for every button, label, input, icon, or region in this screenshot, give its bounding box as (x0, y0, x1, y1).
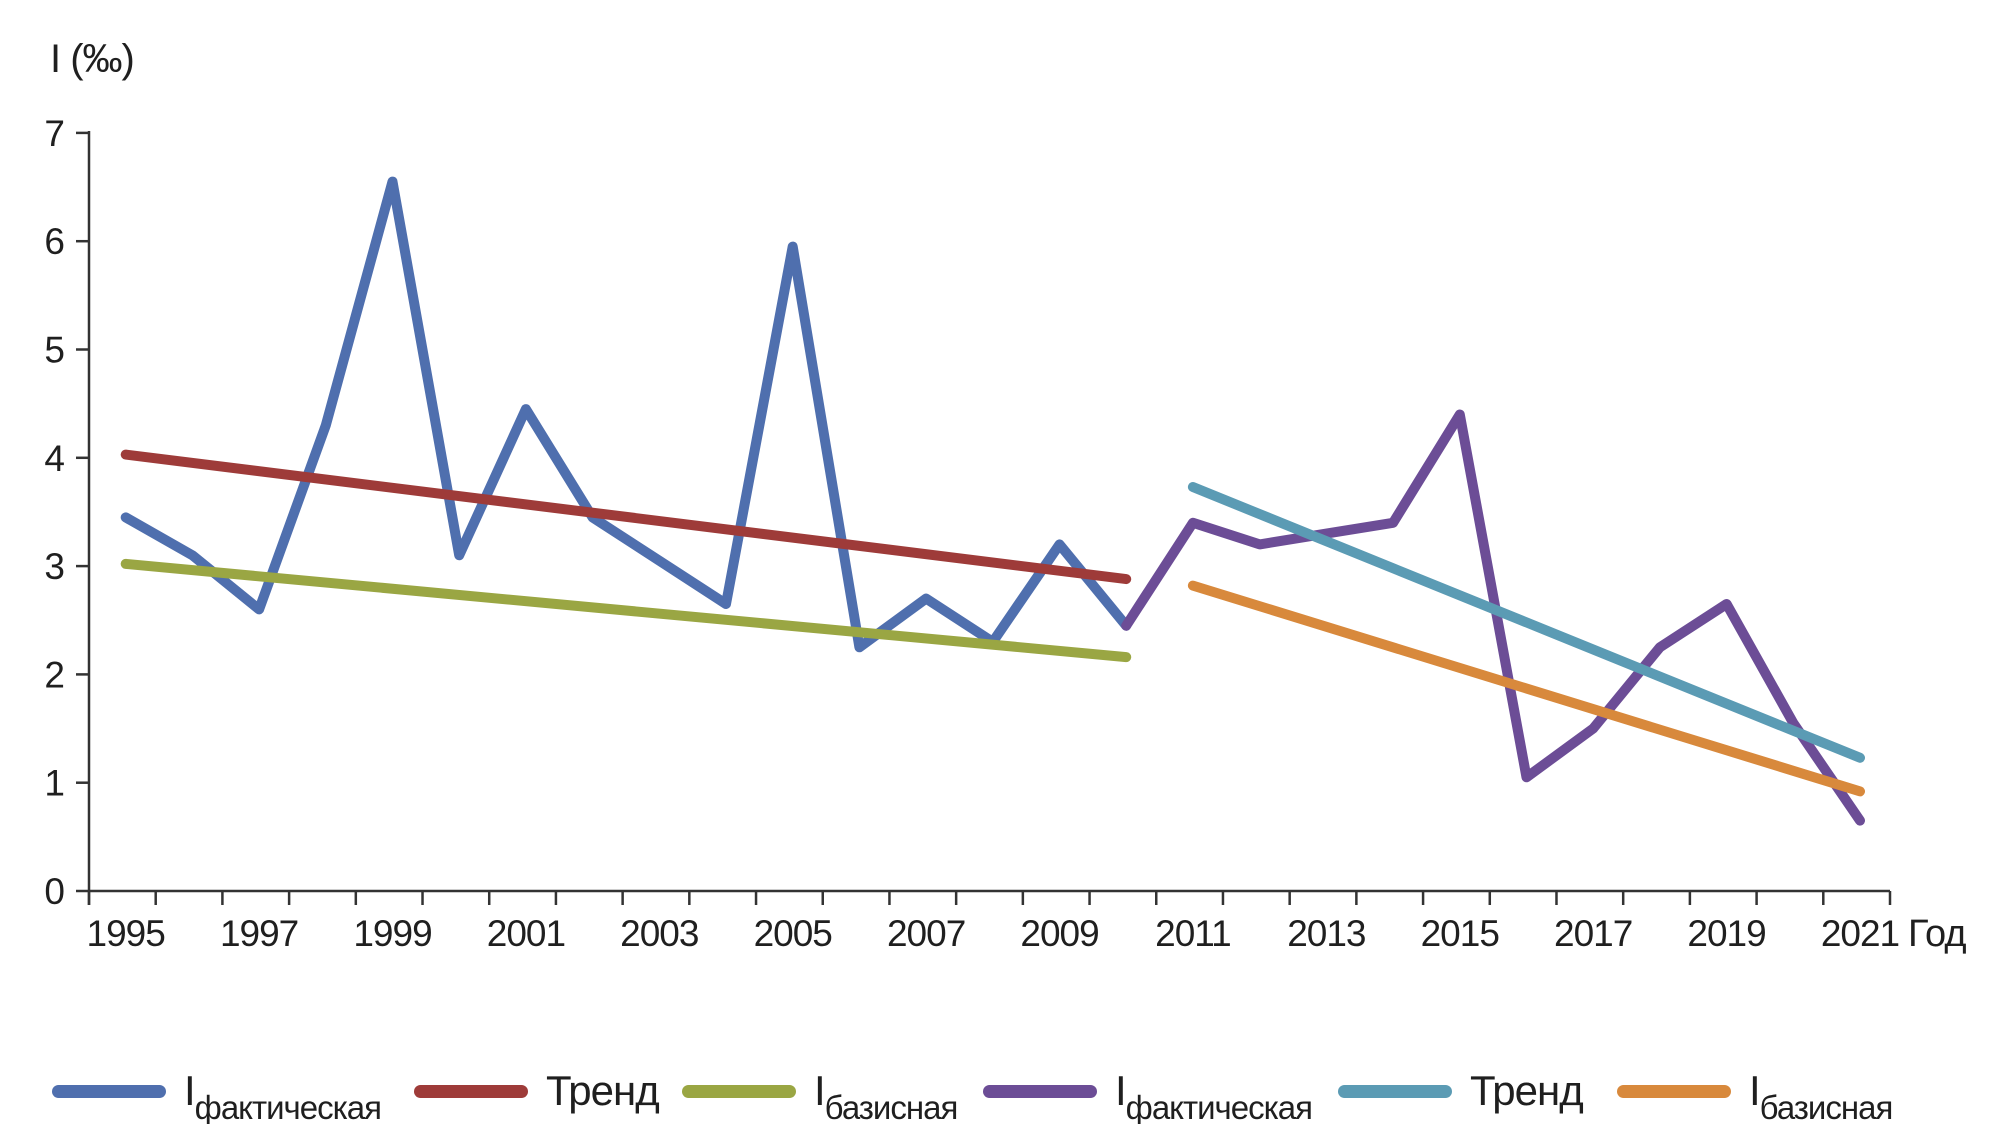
x-tick-label: 1997 (220, 913, 298, 954)
y-tick-label: 7 (44, 113, 64, 154)
x-tick-label: 1999 (353, 913, 431, 954)
y-axis-title: I (‰) (50, 37, 134, 81)
y-tick-label: 2 (44, 654, 64, 695)
series-line-4 (1187, 482, 1865, 763)
x-tick-label: 2009 (1020, 913, 1098, 954)
y-tick-label: 1 (44, 763, 64, 804)
legend-swatch-2 (682, 1085, 796, 1098)
legend-swatch-4 (1338, 1085, 1452, 1098)
legend-label-2: Iбазисная (814, 1067, 957, 1124)
x-tick-label: 1995 (87, 913, 166, 954)
x-tick-label: 2015 (1421, 913, 1500, 954)
x-tick-label: 2013 (1287, 913, 1365, 954)
legend-label-3: Iфактическая (1115, 1067, 1312, 1124)
x-tick-label: 2001 (487, 913, 565, 954)
series-line-2 (120, 558, 1132, 663)
series-line-1 (120, 449, 1132, 585)
x-tick-label: 2003 (620, 913, 698, 954)
x-tick-label: 2019 (1687, 913, 1765, 954)
legend-swatch-3 (983, 1085, 1097, 1098)
x-tick-label: 2017 (1554, 913, 1632, 954)
series-line-3 (1121, 409, 1865, 826)
y-tick-label: 4 (44, 438, 64, 479)
series-lines (120, 176, 1865, 826)
legend-swatch-0 (52, 1085, 166, 1098)
legend-swatch-1 (414, 1085, 528, 1098)
legend-swatch-5 (1617, 1085, 1731, 1098)
legend-label-0: Iфактическая (184, 1067, 381, 1124)
x-tick-label: 2011 (1155, 913, 1231, 954)
series-line-5 (1187, 580, 1865, 797)
y-tick-label: 0 (44, 871, 64, 912)
series-line-0 (120, 176, 1132, 653)
y-tick-label: 3 (44, 546, 64, 587)
legend-label-4: Тренд (1470, 1067, 1583, 1114)
y-tick-label: 5 (44, 330, 64, 371)
legend-label-1: Тренд (546, 1067, 659, 1114)
x-axis-title: Год (1908, 913, 1966, 955)
y-tick-label: 6 (44, 221, 64, 262)
x-tick-label: 2005 (754, 913, 833, 954)
x-tick-label: 2007 (887, 913, 965, 954)
legend: Iфактическая Тренд Iбазисная Iфактическая Тр… (52, 1067, 1893, 1124)
legend-label-5: Iбазисная (1749, 1067, 1892, 1124)
axes: 0 1 2 3 4 5 6 7 1995 1997 1999 2001 2003 2005 2007 2009… (44, 113, 1900, 954)
x-tick-label: 2021 (1821, 913, 1899, 954)
